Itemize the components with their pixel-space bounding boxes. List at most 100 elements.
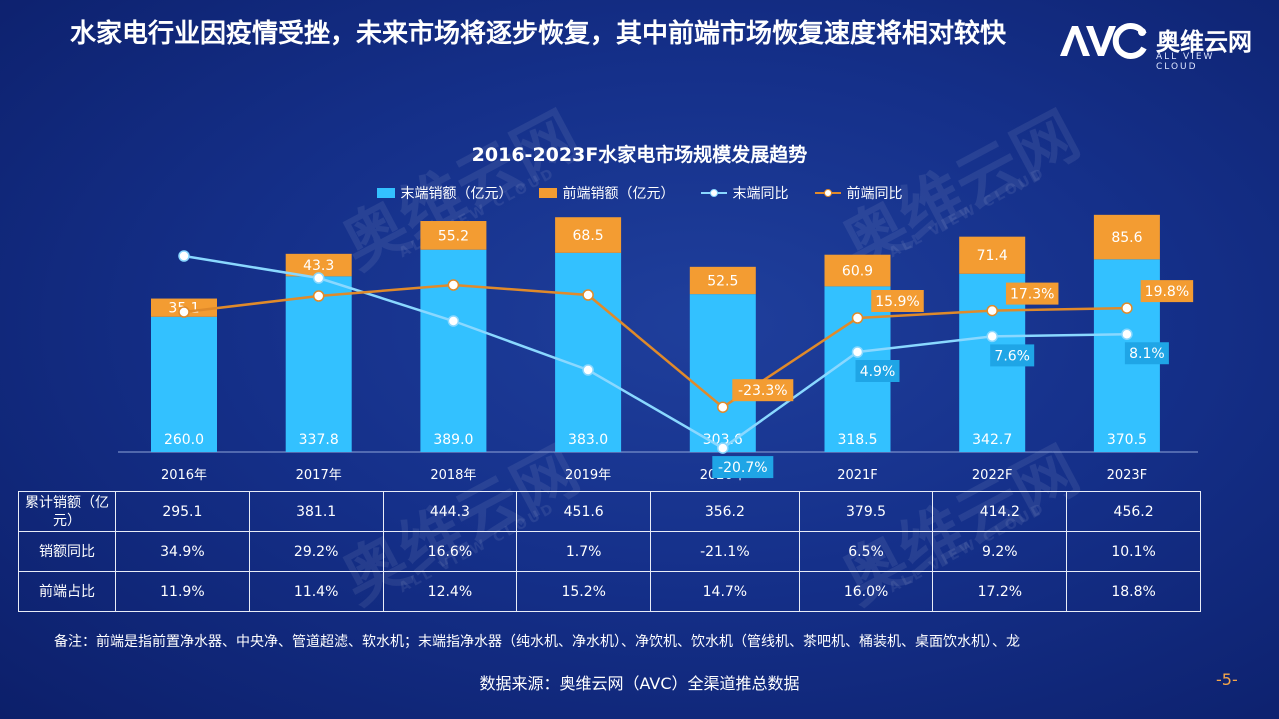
terminal-yoy-label: 8.1% bbox=[1129, 346, 1165, 362]
legend-item-terminal-sales: 末端销额（亿元） bbox=[376, 183, 513, 203]
logo: 奥维云网 ALL VIEW CLOUD bbox=[1058, 20, 1258, 72]
table-cell: 17.2% bbox=[932, 571, 1068, 612]
bar-label-front: 85.6 bbox=[1111, 230, 1142, 246]
table-row: 累计销额（亿元） 295.1 381.1 444.3 451.6 356.2 379.5 41… bbox=[18, 491, 1201, 532]
bar-front bbox=[1093, 214, 1160, 260]
front-yoy-marker bbox=[582, 289, 594, 301]
table-cell: -21.1% bbox=[650, 531, 800, 572]
bar-label-front: 60.9 bbox=[842, 264, 873, 280]
bar-front bbox=[555, 217, 622, 253]
legend-label: 末端同比 bbox=[732, 186, 789, 202]
table-cell: 9.2% bbox=[932, 531, 1068, 572]
bar-label-front: 43.3 bbox=[303, 258, 334, 274]
chart-plot: 260.035.12016年337.843.32017年389.055.2201… bbox=[118, 214, 1198, 483]
table-cell: 379.5 bbox=[798, 491, 934, 532]
front-yoy-label-box bbox=[871, 290, 924, 312]
table-cell: 16.0% bbox=[798, 571, 934, 612]
bar-label-terminal: 303.6 bbox=[703, 432, 743, 448]
bar-terminal bbox=[285, 276, 352, 452]
front-yoy-marker bbox=[986, 304, 998, 317]
legend-label: 前端同比 bbox=[846, 186, 903, 202]
legend-item-front-sales: 前端销额（亿元） bbox=[538, 183, 675, 203]
bar-label-front: 52.5 bbox=[707, 273, 738, 289]
legend-label: 末端销额（亿元） bbox=[400, 186, 513, 202]
bar-label-terminal: 383.0 bbox=[568, 432, 608, 448]
terminal-yoy-marker bbox=[312, 272, 325, 284]
legend-line-front bbox=[814, 188, 841, 198]
chart-legend: 末端销额（亿元） 前端销额（亿元） 末端同比 前端同比 bbox=[0, 183, 1279, 203]
front-yoy-marker bbox=[312, 290, 325, 302]
table-cell: 16.6% bbox=[382, 531, 518, 572]
avc-logo-icon bbox=[1060, 23, 1147, 59]
table-cell: 456.2 bbox=[1066, 491, 1201, 532]
x-tick-label: 2021F bbox=[837, 468, 878, 483]
table-cell: 356.2 bbox=[650, 491, 800, 532]
bar-label-terminal: 370.5 bbox=[1107, 432, 1147, 448]
front-yoy-marker bbox=[447, 279, 460, 291]
table-row: 销额同比 34.9% 29.2% 16.6% 1.7% -21.1% 6.5% 9.2% 10.… bbox=[18, 531, 1201, 572]
terminal-yoy-line bbox=[183, 254, 1127, 450]
x-tick-label: 2016年 bbox=[161, 468, 207, 483]
legend-line-terminal bbox=[700, 188, 727, 198]
terminal-yoy-label: -20.7% bbox=[718, 460, 768, 476]
x-tick-label: 2023F bbox=[1107, 468, 1148, 483]
bar-label-front: 55.2 bbox=[438, 228, 469, 244]
front-yoy-label-box bbox=[732, 379, 794, 402]
terminal-yoy-marker bbox=[717, 442, 729, 454]
page-number: -5- bbox=[1216, 670, 1238, 689]
front-yoy-marker bbox=[178, 306, 190, 318]
legend-item-terminal-yoy: 末端同比 bbox=[700, 183, 789, 203]
x-tick-label: 2022F bbox=[972, 468, 1013, 483]
bar-terminal bbox=[555, 252, 622, 452]
bar-front bbox=[420, 221, 487, 250]
terminal-yoy-marker bbox=[447, 315, 460, 327]
table-cell: 12.4% bbox=[382, 571, 518, 612]
logo-subtext: ALL VIEW CLOUD bbox=[1156, 52, 1215, 72]
terminal-yoy-marker bbox=[986, 330, 998, 343]
front-yoy-marker bbox=[851, 312, 864, 324]
table-cell: 444.3 bbox=[382, 491, 518, 532]
front-yoy-label: 17.3% bbox=[1010, 287, 1054, 303]
table-row-header: 前端占比 bbox=[18, 571, 116, 612]
terminal-yoy-label-box bbox=[855, 360, 900, 382]
terminal-yoy-marker bbox=[851, 346, 864, 358]
bar-label-terminal: 342.7 bbox=[972, 432, 1012, 448]
x-tick-label: 2017年 bbox=[296, 468, 342, 483]
legend-swatch-front bbox=[538, 188, 557, 198]
front-yoy-marker bbox=[1121, 302, 1133, 314]
slide-title: 水家电行业因疫情受挫，未来市场将逐步恢复，其中前端市场恢复速度将相对较快 bbox=[70, 19, 1007, 49]
table-cell: 295.1 bbox=[115, 491, 250, 532]
front-yoy-label-box bbox=[1005, 282, 1059, 305]
bar-front bbox=[959, 236, 1026, 274]
front-yoy-marker bbox=[717, 401, 729, 413]
x-tick-label: 2019年 bbox=[565, 468, 611, 483]
table-cell: 1.7% bbox=[516, 531, 652, 572]
front-yoy-label: 15.9% bbox=[875, 294, 919, 310]
terminal-yoy-label-box bbox=[712, 456, 774, 479]
bar-terminal bbox=[151, 316, 217, 452]
table-cell: 18.8% bbox=[1066, 571, 1201, 612]
table-row: 前端占比 11.9% 11.4% 12.4% 15.2% 14.7% 16.0% 17.2% 1… bbox=[18, 571, 1201, 612]
x-tick-label: 2018年 bbox=[430, 468, 476, 483]
bar-front bbox=[824, 254, 891, 287]
logo-text: 奥维云网 bbox=[1156, 28, 1252, 56]
table-cell: 6.5% bbox=[798, 531, 934, 572]
bar-label-front: 68.5 bbox=[573, 228, 604, 244]
bar-label-terminal: 337.8 bbox=[299, 432, 339, 448]
front-yoy-label: 19.8% bbox=[1145, 284, 1189, 300]
terminal-yoy-label: 7.6% bbox=[994, 348, 1030, 364]
terminal-yoy-label-box bbox=[990, 344, 1035, 367]
chart-title: 2016-2023F水家电市场规模发展趋势 bbox=[471, 144, 808, 166]
table-cell: 29.2% bbox=[248, 531, 384, 572]
legend-swatch-terminal bbox=[376, 188, 395, 198]
terminal-yoy-label: 4.9% bbox=[860, 364, 896, 380]
front-yoy-line bbox=[183, 283, 1127, 409]
table-cell: 414.2 bbox=[932, 491, 1068, 532]
terminal-yoy-label-box bbox=[1124, 342, 1169, 365]
terminal-yoy-marker bbox=[582, 364, 594, 376]
bar-terminal bbox=[689, 294, 756, 452]
legend-item-front-yoy: 前端同比 bbox=[814, 183, 903, 203]
terminal-yoy-marker bbox=[1121, 328, 1133, 340]
data-table: 累计销额（亿元） 295.1 381.1 444.3 451.6 356.2 379.5 41… bbox=[18, 491, 1201, 612]
bar-label-terminal: 389.0 bbox=[433, 432, 473, 448]
